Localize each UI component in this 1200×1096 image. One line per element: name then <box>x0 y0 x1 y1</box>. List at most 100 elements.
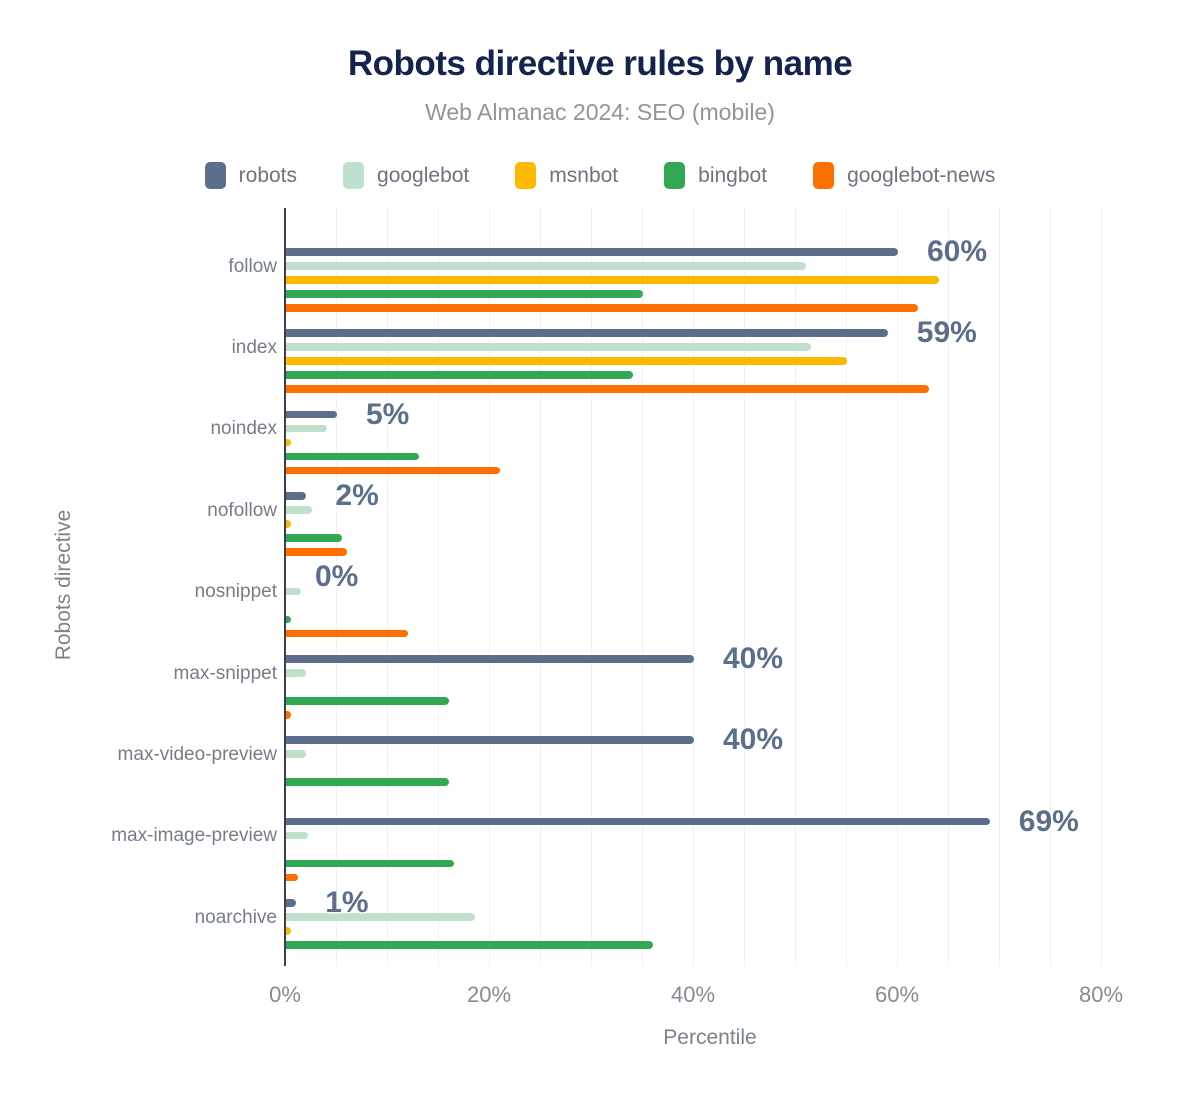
legend-swatch-msnbot <box>515 162 537 189</box>
value-label-noarchive: 1% <box>325 885 369 919</box>
chart-title: Robots directive rules by name <box>347 44 853 83</box>
x-tick-40%: 40% <box>670 982 716 1007</box>
bar-robots-noarchive <box>286 899 297 907</box>
gridline <box>591 208 592 966</box>
x-tick-20%: 20% <box>466 982 512 1007</box>
category-label-nofollow: nofollow <box>207 499 277 521</box>
bar-bingbot-follow <box>286 290 643 298</box>
value-label-index: 59% <box>916 316 977 350</box>
value-label-follow: 60% <box>927 234 988 268</box>
category-label-nosnippet: nosnippet <box>194 581 277 603</box>
gridline <box>489 208 490 966</box>
bar-robots-index <box>286 329 888 337</box>
gridline <box>387 208 388 966</box>
value-label-max-video-preview: 40% <box>723 723 784 757</box>
legend-label: googlebot <box>377 163 470 187</box>
bar-googlebot-news-noindex <box>286 466 501 475</box>
x-tick-80%: 80% <box>1078 982 1124 1007</box>
category-label-max-snippet: max-snippet <box>173 662 278 684</box>
bar-bingbot-max-snippet <box>286 697 450 705</box>
legend-item-googlebot-news[interactable]: googlebot-news <box>813 162 995 189</box>
x-tick-0%: 0% <box>269 982 301 1007</box>
category-label-noindex: noindex <box>210 418 277 440</box>
bar-robots-follow <box>286 248 898 256</box>
gridline <box>795 208 796 966</box>
gridline <box>1050 208 1051 966</box>
category-label-max-video-preview: max-video-preview <box>117 744 277 765</box>
bar-googlebot-index <box>286 343 812 351</box>
bar-robots-max-image-preview <box>286 817 990 826</box>
bar-msnbot-noindex <box>286 438 292 447</box>
category-label-follow: follow <box>228 255 277 277</box>
legend-item-robots[interactable]: robots <box>204 162 298 189</box>
category-label-index: index <box>231 337 277 358</box>
legend-label: bingbot <box>698 163 768 187</box>
gridline <box>744 208 745 966</box>
bar-robots-nofollow <box>286 492 307 500</box>
bar-googlebot-follow <box>286 262 807 270</box>
legend-swatch-bingbot <box>664 162 686 189</box>
bar-bingbot-noindex <box>286 452 419 461</box>
legend-swatch-googlebot-news <box>813 162 835 189</box>
y-axis-line <box>284 208 286 966</box>
value-label-max-snippet: 40% <box>723 641 784 675</box>
gridline <box>438 208 439 966</box>
value-label-nosnippet: 0% <box>315 560 359 594</box>
legend-label: robots <box>238 163 298 187</box>
gridline <box>999 208 1000 966</box>
bar-robots-max-snippet <box>286 655 694 663</box>
category-label-noarchive: noarchive <box>194 906 277 928</box>
bar-bingbot-nosnippet <box>286 615 292 624</box>
legend: robots googlebot msnbot bingbot googlebot-ne… <box>0 162 1200 189</box>
bar-msnbot-index <box>286 357 847 365</box>
bar-googlebot-noindex <box>286 424 327 433</box>
bar-googlebot-max-image-preview <box>286 831 309 840</box>
bar-bingbot-max-video-preview <box>286 778 450 786</box>
y-axis-title: Robots directive <box>52 509 75 661</box>
bar-googlebot-nosnippet <box>286 587 302 596</box>
bar-bingbot-nofollow <box>286 534 343 542</box>
bar-googlebot-news-nofollow <box>286 548 348 556</box>
gridline <box>1101 208 1102 966</box>
legend-item-msnbot[interactable]: msnbot <box>515 162 618 189</box>
bar-msnbot-nofollow <box>286 520 292 528</box>
x-tick-60%: 60% <box>874 982 920 1007</box>
legend-item-googlebot[interactable]: googlebot <box>343 162 469 189</box>
bar-bingbot-max-image-preview <box>286 859 455 868</box>
bar-googlebot-news-index <box>286 385 929 393</box>
x-axis-title: Percentile <box>663 1026 757 1049</box>
legend-item-bingbot[interactable]: bingbot <box>664 162 767 189</box>
legend-swatch-googlebot <box>343 162 365 189</box>
bar-googlebot-max-snippet <box>286 669 307 677</box>
gridline <box>336 208 337 966</box>
value-label-noindex: 5% <box>366 397 410 431</box>
bar-msnbot-noarchive <box>286 927 292 935</box>
bar-robots-max-video-preview <box>286 736 694 744</box>
gridline <box>642 208 643 966</box>
gridline <box>948 208 949 966</box>
bar-googlebot-news-follow <box>286 304 919 312</box>
gridline <box>846 208 847 966</box>
category-label-max-image-preview: max-image-preview <box>111 825 277 847</box>
bar-googlebot-noarchive <box>286 913 475 921</box>
chart-subtitle: Web Almanac 2024: SEO (mobile) <box>425 99 775 125</box>
bar-googlebot-news-nosnippet <box>286 629 409 638</box>
value-label-max-image-preview: 69% <box>1018 804 1079 838</box>
legend-label: msnbot <box>549 163 619 187</box>
gridline <box>693 208 694 966</box>
bar-googlebot-news-max-snippet <box>286 711 291 719</box>
bar-googlebot-news-max-image-preview <box>286 873 299 882</box>
bar-googlebot-max-video-preview <box>286 750 307 758</box>
value-label-nofollow: 2% <box>335 478 379 512</box>
legend-swatch-robots <box>204 162 226 189</box>
gridline <box>897 208 898 966</box>
legend-label: googlebot-news <box>847 163 996 187</box>
bar-msnbot-follow <box>286 276 939 284</box>
bar-robots-noindex <box>286 410 337 419</box>
bar-bingbot-index <box>286 371 633 379</box>
bar-googlebot-nofollow <box>286 506 312 514</box>
bar-bingbot-noarchive <box>286 941 654 949</box>
gridline <box>540 208 541 966</box>
